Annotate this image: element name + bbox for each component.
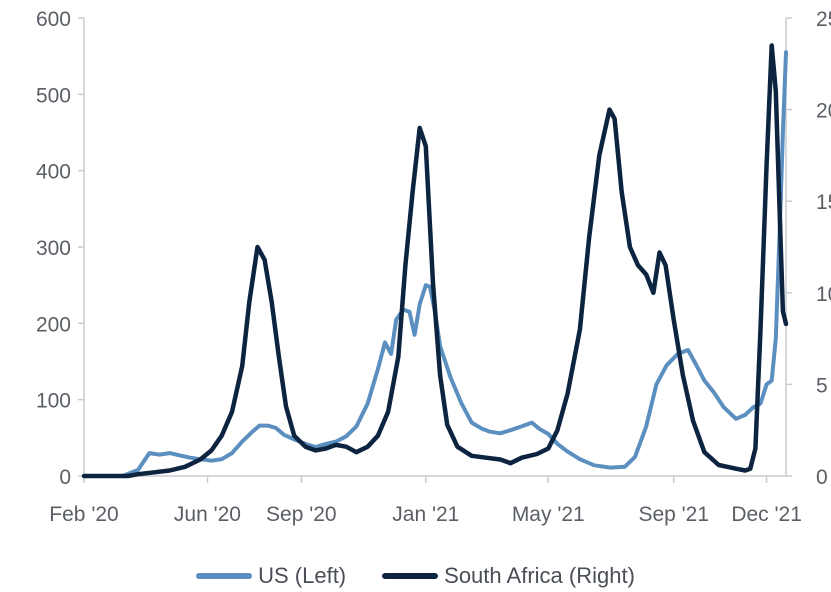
y-left-tick-label: 500 [36,84,71,107]
series-line-south-africa [81,43,789,479]
chart: 0 100 200 300 400 500 600 0 5 10 15 20 25 Feb '20 Jun … [36,8,831,526]
x-tick-label: Dec '21 [731,503,802,526]
y-left-tick-label: 0 [59,466,71,489]
legend-swatch-south-africa [382,573,439,579]
x-tick-label: Jan '21 [392,503,459,526]
y-right-tick-label: 5 [816,374,828,397]
legend-label-south-africa: South Africa (Right) [444,563,635,588]
x-tick-label: May '21 [512,503,585,526]
axes: 0 100 200 300 400 500 600 0 5 10 15 20 25 Feb '20 Jun … [36,8,831,526]
y-left-tick-label: 300 [36,237,71,260]
x-tick-label: Sep '21 [638,503,709,526]
y-right-tick-label: 0 [816,466,828,489]
y-left-tick-label: 400 [36,161,71,184]
x-tick-label: Jun '20 [174,503,241,526]
y-right-tick-label: 10 [816,283,831,306]
y-left-tick-label: 100 [36,390,71,413]
y-right-tick-label: 25 [816,8,831,31]
legend-swatch-us [196,573,253,579]
y-right-tick-label: 20 [816,100,831,123]
legend-item-us: US (Left) [196,563,346,589]
legend-label-us: US (Left) [258,563,347,588]
y-left-tick-label: 200 [36,313,71,336]
legend: US (Left) South Africa (Right) [0,560,831,592]
x-tick-label: Feb '20 [49,503,118,526]
series-lines [81,43,789,479]
legend-item-south-africa: South Africa (Right) [382,563,635,589]
series-line-us [82,50,788,478]
y-left-tick-label: 600 [36,8,71,31]
x-tick-label: Sep '20 [266,503,337,526]
y-right-tick-label: 15 [816,191,831,214]
